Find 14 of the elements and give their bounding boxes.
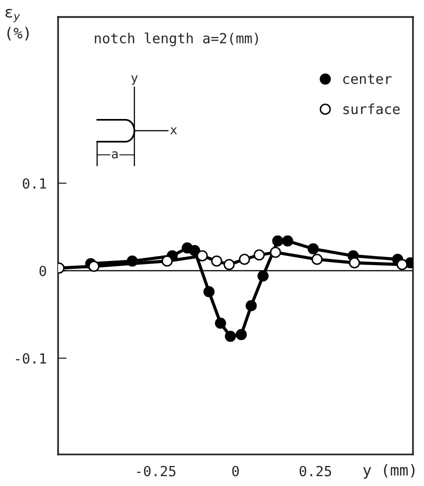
annotation: notch length a=2(mm) bbox=[94, 32, 258, 46]
legend-label: surface bbox=[343, 104, 400, 114]
y-axis-title: ε$_{y}$ (%) bbox=[6, 8, 29, 41]
x-tick-label: 0.25 bbox=[300, 466, 332, 476]
annotation: x bbox=[170, 127, 177, 134]
x-tick-label: -0.25 bbox=[137, 466, 176, 476]
x-tick-label: 0 bbox=[232, 466, 239, 476]
y-tick-label: 0.1 bbox=[22, 178, 46, 189]
y-tick-label: -0.1 bbox=[16, 353, 46, 364]
annotation: y bbox=[131, 75, 138, 85]
x-axis-title: y (mm) bbox=[363, 464, 414, 479]
annotation: a bbox=[112, 151, 118, 158]
legend-label: center bbox=[343, 74, 392, 84]
y-tick-label: 0 bbox=[40, 266, 46, 276]
